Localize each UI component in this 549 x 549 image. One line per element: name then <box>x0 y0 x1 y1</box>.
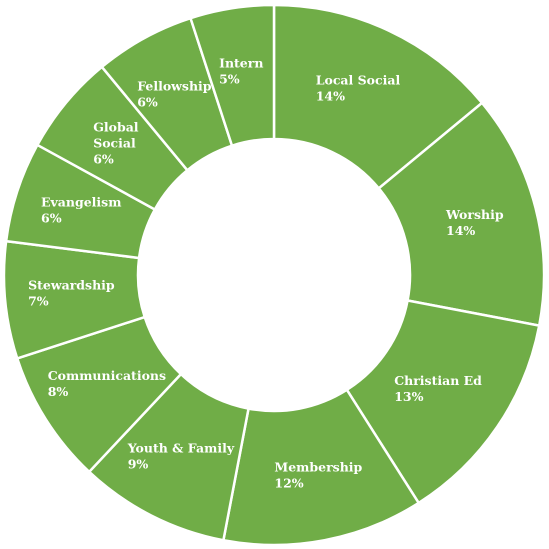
slice-label-communications: Communications 8% <box>48 368 166 399</box>
slice-label-intern: Intern 5% <box>219 56 263 87</box>
category-label: Evangelism <box>41 195 121 210</box>
percent-label: 6% <box>41 211 62 226</box>
slice-label-evangelism: Evangelism 6% <box>41 195 121 226</box>
category-label: Worship <box>445 207 504 222</box>
category-label: Stewardship <box>28 277 115 292</box>
category-label: Fellowship <box>137 78 212 93</box>
slice-label-youth-and-family: Youth & Family 9% <box>127 441 235 472</box>
slice-label-stewardship: Stewardship 7% <box>28 277 115 308</box>
slice-local-social <box>272 3 484 191</box>
category-label: Global <box>93 119 139 134</box>
slice-label-membership: Membership 12% <box>274 459 362 490</box>
category-label: Membership <box>274 459 362 474</box>
slice-label-christian-ed: Christian Ed 13% <box>394 373 482 404</box>
percent-label: 9% <box>128 457 149 472</box>
slice-christian-ed <box>345 299 541 505</box>
category-label: Intern <box>219 56 263 71</box>
percent-label: 7% <box>28 293 49 308</box>
category-label: Social <box>93 135 136 150</box>
percent-label: 8% <box>48 384 69 399</box>
slice-worship <box>377 101 546 328</box>
slice-label-local-social: Local Social 14% <box>316 73 401 104</box>
category-label: Youth & Family <box>127 441 235 456</box>
percent-label: 13% <box>394 389 423 404</box>
percent-label: 6% <box>137 94 158 109</box>
slices <box>2 3 546 547</box>
category-label: Local Social <box>316 73 401 88</box>
percent-label: 14% <box>316 89 345 104</box>
category-label: Communications <box>48 368 166 383</box>
percent-label: 6% <box>93 151 114 166</box>
percent-label: 14% <box>446 223 475 238</box>
slice-label-worship: Worship 14% <box>445 207 504 238</box>
slice-intern <box>188 3 276 148</box>
percent-label: 12% <box>274 475 303 490</box>
percent-label: 5% <box>219 72 240 87</box>
category-label: Christian Ed <box>394 373 482 388</box>
slice-label-global-social: Global Social 6% <box>93 119 139 166</box>
slice-labels: Local Social 14%Worship 14%Christian Ed 13%… <box>28 56 504 491</box>
slice-label-fellowship: Fellowship 6% <box>137 78 212 109</box>
